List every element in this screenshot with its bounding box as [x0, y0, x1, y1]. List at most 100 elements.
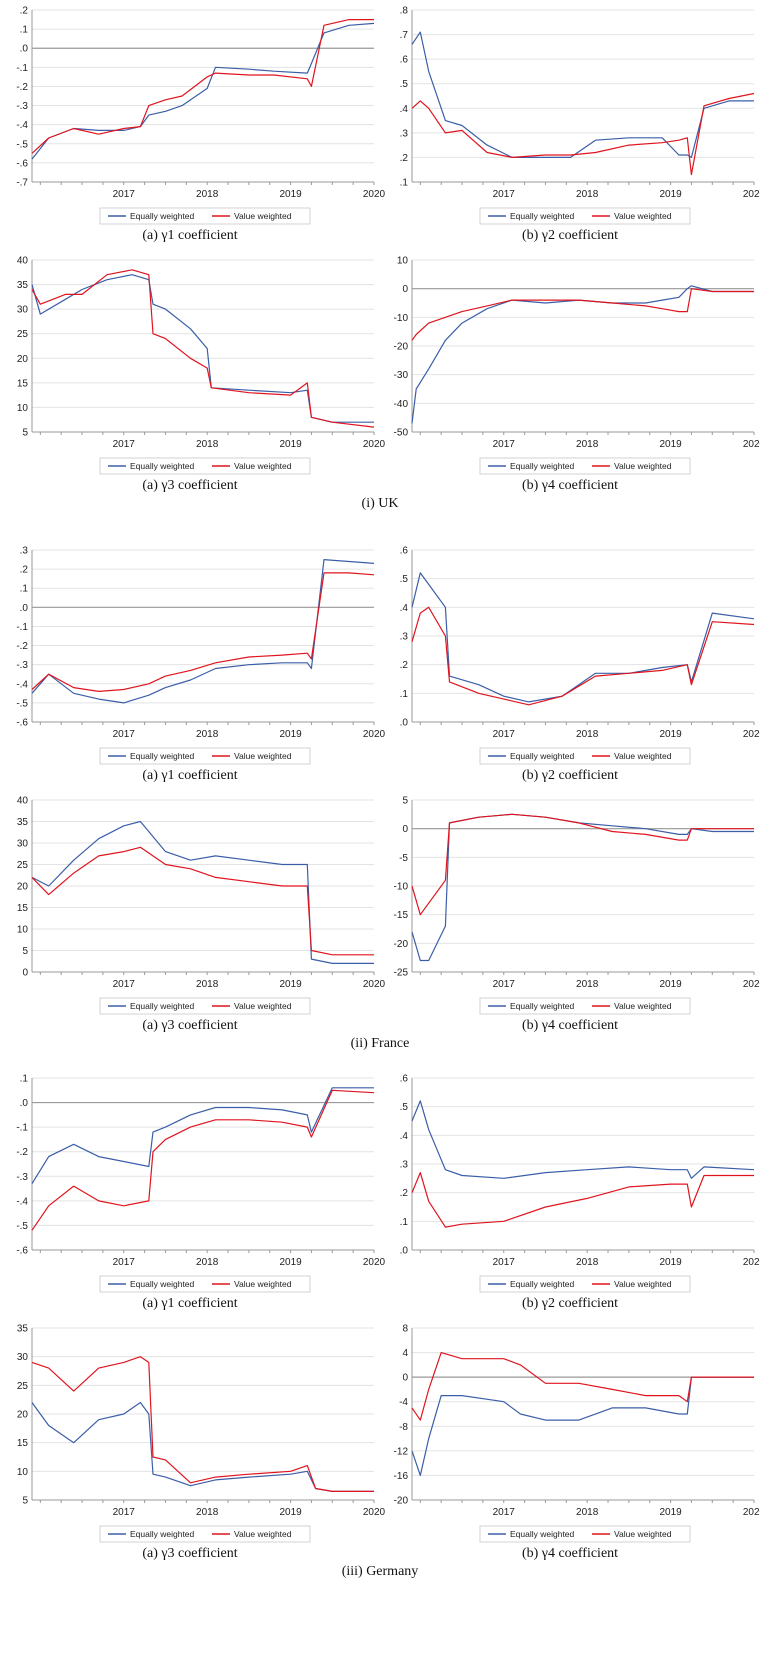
legend-label-value: Value weighted	[234, 1279, 292, 1289]
x-tick-label: 2019	[659, 729, 682, 740]
y-tick-label: -.5	[16, 1221, 28, 1232]
legend-box	[479, 207, 691, 225]
y-tick-label: .2	[400, 660, 409, 671]
chart-svg: 40 35 30 25 20 15 10 5 0 2017 2018 2019 2020 Equally …	[17, 796, 386, 1015]
y-tick-label: -.1	[16, 63, 28, 74]
x-tick-label: 2018	[576, 729, 599, 740]
panel-caption: (b) γ4 coefficient	[521, 478, 619, 493]
x-tick-label: 2019	[659, 439, 682, 450]
y-tick-label: 15	[17, 903, 29, 914]
chart-svg: .6 .5 .4 .3 .2 .1 .0 2017 2018 2019 2020 Equally we…	[400, 1074, 760, 1293]
series-line-value-weighted	[411, 606, 755, 706]
y-tick-label: -25	[394, 968, 409, 979]
series-line-value-weighted	[31, 846, 374, 956]
legend-label-value: Value weighted	[614, 211, 672, 221]
series-line-value-weighted	[411, 288, 754, 341]
x-tick-label: 2018	[576, 189, 599, 200]
x-tick-label: 2017	[493, 729, 516, 740]
y-tick-label: 0	[402, 1373, 408, 1384]
y-tick-label: -.2	[16, 641, 28, 652]
x-tick-label: 2017	[113, 979, 136, 990]
chart-panel: .8 .7 .6 .5 .4 .3 .2 .1 2017 2018 2019 2020 Equally …	[382, 0, 760, 232]
legend-label-value: Value weighted	[234, 461, 292, 471]
y-tick-label: -.3	[16, 1172, 28, 1183]
series-line-equally-weighted	[411, 285, 754, 424]
chart-svg: .1 .0 -.1 -.2 -.3 -.4 -.5 -.6 2017 2018 2019 2020 Eq…	[16, 1074, 386, 1293]
y-tick-label: 20	[17, 882, 29, 893]
y-tick-label: .2	[20, 6, 29, 17]
y-tick-label: -.2	[16, 1147, 28, 1158]
y-tick-label: -.3	[16, 660, 28, 671]
legend-label-equally: Equally weighted	[510, 1279, 575, 1289]
y-tick-label: -10	[394, 313, 409, 324]
x-tick-label: 2020	[363, 729, 386, 740]
y-tick-label: 5	[402, 796, 408, 807]
y-tick-label: .8	[400, 6, 409, 17]
chart-panel: .6 .5 .4 .3 .2 .1 .0 2017 2018 2019 2020 Equally we…	[382, 540, 760, 772]
x-tick-label: 2018	[196, 1257, 219, 1268]
series-line-equally-weighted	[31, 1401, 374, 1492]
y-tick-label: 0	[402, 284, 408, 295]
y-tick-label: 35	[17, 1324, 29, 1335]
x-tick-label: 2017	[113, 189, 136, 200]
panel-caption: (a) γ1 coefficient	[142, 1296, 238, 1311]
x-tick-label: 2020	[743, 439, 760, 450]
y-tick-label: 40	[17, 256, 29, 267]
y-tick-label: -20	[394, 342, 409, 353]
panel-caption: (b) γ2 coefficient	[521, 1296, 619, 1311]
panel-caption: (a) γ3 coefficient	[142, 1546, 238, 1561]
country-label: (ii) France	[350, 1036, 410, 1051]
x-tick-label: 2019	[279, 189, 302, 200]
y-tick-label: .1	[20, 1074, 29, 1085]
x-tick-label: 2019	[659, 1507, 682, 1518]
x-tick-label: 2017	[113, 1257, 136, 1268]
legend-label-equally: Equally weighted	[130, 461, 195, 471]
y-tick-label: -.6	[16, 718, 28, 729]
y-tick-label: 25	[17, 1381, 29, 1392]
x-tick-label: 2019	[279, 439, 302, 450]
legend-label-value: Value weighted	[614, 1529, 672, 1539]
chart-svg: 8 4 0 -4 -8 -12 -16 -20 2017 2018 2019 2020 Equally …	[394, 1324, 760, 1543]
x-tick-label: 2017	[113, 1507, 136, 1518]
y-tick-label: .3	[400, 128, 409, 139]
x-tick-label: 2020	[743, 1507, 760, 1518]
series-line-value-weighted	[31, 19, 374, 154]
y-tick-label: 10	[17, 1467, 29, 1478]
x-tick-label: 2020	[363, 1507, 386, 1518]
series-line-equally-weighted	[31, 274, 374, 423]
legend-box	[479, 1275, 691, 1293]
legend-label-value: Value weighted	[614, 751, 672, 761]
y-tick-label: .0	[20, 44, 29, 55]
y-tick-label: 30	[17, 305, 29, 316]
chart-panel: 40 35 30 25 20 15 10 5 0 2017 2018 2019 2020 Equally …	[2, 790, 386, 1022]
legend-label-equally: Equally weighted	[130, 751, 195, 761]
legend-label-value: Value weighted	[234, 751, 292, 761]
y-tick-label: 15	[17, 378, 29, 389]
y-tick-label: 25	[17, 860, 29, 871]
y-tick-label: 15	[17, 1438, 29, 1449]
y-tick-label: .2	[20, 565, 29, 576]
legend-box	[99, 997, 311, 1015]
x-tick-label: 2019	[279, 979, 302, 990]
y-tick-label: .5	[400, 1102, 409, 1113]
legend-label-value: Value weighted	[234, 211, 292, 221]
x-tick-label: 2017	[493, 1507, 516, 1518]
chart-svg: 40 35 30 25 20 15 10 5 2017 2018 2019 2020 Equally w…	[17, 256, 386, 475]
series-line-equally-weighted	[411, 31, 754, 158]
legend-box	[99, 1275, 311, 1293]
series-line-value-weighted	[31, 572, 375, 692]
legend: Equally weighted Value weighted	[99, 747, 311, 765]
panel-caption: (b) γ2 coefficient	[521, 768, 619, 783]
x-tick-label: 2020	[743, 979, 760, 990]
x-tick-label: 2018	[196, 979, 219, 990]
y-tick-label: .1	[400, 689, 409, 700]
y-tick-label: -50	[394, 428, 409, 439]
y-tick-label: -30	[394, 370, 409, 381]
series-line-equally-weighted	[411, 572, 755, 703]
y-tick-label: -15	[394, 910, 409, 921]
x-tick-label: 2020	[363, 189, 386, 200]
y-tick-label: 30	[17, 1352, 29, 1363]
y-tick-label: 20	[17, 354, 29, 365]
legend: Equally weighted Value weighted	[99, 457, 311, 475]
y-tick-label: -20	[394, 939, 409, 950]
